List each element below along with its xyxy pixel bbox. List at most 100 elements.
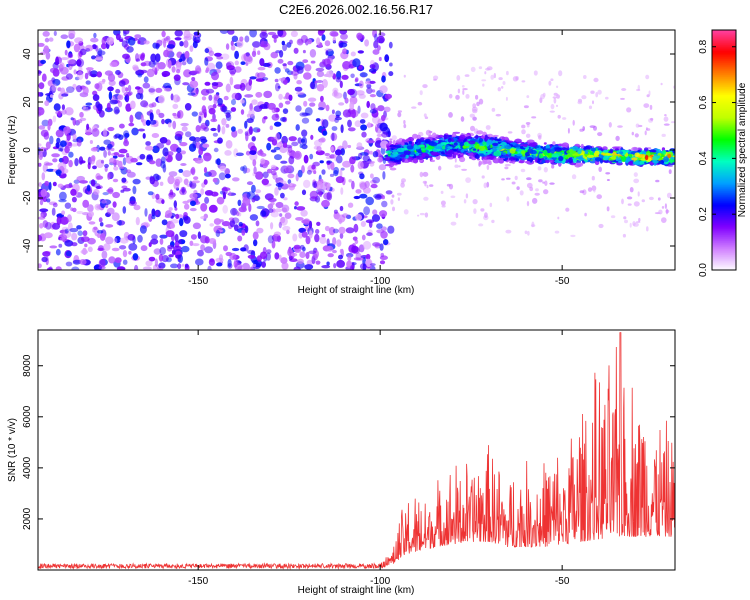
- spectrogram-cell: [340, 124, 344, 134]
- spectrogram-cell: [289, 182, 293, 187]
- colorbar: 0.00.20.40.60.8 Normalized spectral ampl…: [698, 29, 748, 277]
- spectrogram-cell: [180, 122, 189, 127]
- spectrogram-cell: [540, 93, 545, 100]
- spectrogram-cell: [203, 167, 208, 174]
- spectrogram-cell: [155, 87, 163, 93]
- colorbar-step: [712, 210, 736, 213]
- spectrogram-cell: [161, 199, 165, 205]
- spectrogram-cell: [456, 75, 461, 81]
- spectrogram-cell: [293, 47, 299, 54]
- spectrogram-cell: [316, 80, 323, 83]
- spectrogram-cell: [182, 82, 190, 86]
- colorbar-step: [712, 222, 736, 225]
- colorbar-label: Normalized spectral amplitude: [737, 82, 748, 217]
- colorbar-step: [712, 80, 736, 83]
- spectrogram-cell: [266, 249, 272, 254]
- spectrogram-cell: [73, 43, 80, 53]
- spectrogram-cell: [403, 150, 411, 156]
- spectrogram-cell: [168, 254, 174, 258]
- spectrogram-cell: [39, 223, 44, 229]
- spectrogram-cell: [203, 152, 212, 162]
- spectrogram-cell: [313, 170, 317, 175]
- spectrogram-cell: [401, 157, 405, 163]
- spectrogram-cell: [345, 214, 352, 219]
- spectrogram-cell: [472, 199, 478, 205]
- spectrogram-cell: [165, 230, 175, 238]
- spectrogram-cell: [237, 212, 242, 217]
- spectrogram-cell: [255, 220, 260, 227]
- spectrogram-cell: [84, 243, 88, 248]
- colorbar-step: [712, 194, 736, 197]
- spectrogram-cell: [68, 159, 73, 168]
- colorbar-step: [712, 262, 736, 265]
- spectrogram-cell: [178, 168, 184, 173]
- spectrogram-cell: [101, 78, 106, 83]
- spectrogram-cell: [492, 134, 499, 137]
- spectrogram-cell: [481, 79, 487, 82]
- spectrogram-cell: [295, 217, 304, 221]
- spectrogram-cell: [51, 77, 56, 83]
- spectrogram-cell: [271, 113, 280, 121]
- spectrogram-cell: [200, 216, 207, 220]
- spectrogram-cell: [465, 94, 470, 99]
- spectrogram-cell: [113, 166, 119, 171]
- spectrogram-cell: [321, 199, 330, 208]
- spectrogram-cell: [287, 179, 292, 185]
- spectrogram-cell: [240, 109, 245, 115]
- spectrogram-cell: [314, 233, 320, 243]
- spectrogram-cell: [85, 80, 91, 85]
- spectrogram-cell: [565, 207, 570, 212]
- spectrogram-cell: [40, 59, 46, 64]
- spectrogram-cell: [506, 177, 511, 180]
- colorbar-step: [712, 106, 736, 109]
- spectrogram-cell: [194, 137, 201, 142]
- spectrogram-cell: [577, 100, 583, 105]
- spectrogram-cell: [61, 93, 69, 97]
- spectrogram-cell: [483, 182, 488, 189]
- spectrogram-cell: [295, 173, 299, 182]
- spectrogram-cell: [378, 32, 386, 37]
- spectrogram-cell: [256, 255, 262, 262]
- spectrogram-cell: [448, 112, 453, 118]
- spectrogram-cell: [631, 157, 638, 161]
- spectrogram-cell: [91, 128, 100, 137]
- spectrogram-cell: [422, 84, 428, 89]
- spectrogram-cell: [492, 147, 497, 152]
- spectrogram-cell: [336, 155, 343, 164]
- spectrogram-cell: [549, 182, 555, 185]
- spectrogram-cell: [587, 187, 593, 192]
- spectrogram-cell: [115, 88, 121, 94]
- spectrogram-cell: [549, 110, 555, 113]
- spectrogram-cell: [342, 109, 351, 118]
- spectrogram-cell: [592, 100, 594, 105]
- spectrogram-cell: [126, 152, 130, 158]
- spectrogram-cell: [43, 45, 50, 54]
- spectrogram-cell: [148, 242, 152, 248]
- spectrogram-cell: [189, 45, 194, 52]
- spectrogram-cell: [155, 175, 162, 181]
- spectrogram-cell: [391, 135, 397, 141]
- spectrogram-cell: [556, 104, 558, 107]
- spectrogram-cell: [585, 145, 592, 150]
- spectrogram-cell: [77, 119, 83, 124]
- spectrogram-cell: [380, 252, 385, 258]
- spectrogram-cell: [219, 165, 227, 172]
- spectrogram-cell: [222, 204, 228, 214]
- spectrogram-cell: [349, 109, 359, 118]
- colorbar-step: [712, 92, 736, 95]
- spectrogram-cell: [519, 190, 524, 196]
- spectrogram-cell: [237, 199, 242, 206]
- spectrogram-cell: [208, 50, 215, 57]
- spectrogram-cell: [458, 165, 461, 168]
- spectrogram-cell: [52, 202, 58, 208]
- spectrogram-cell: [168, 171, 178, 177]
- spectrogram-cell: [537, 166, 542, 171]
- spectrogram-cell: [369, 80, 376, 84]
- spectrogram-cell: [352, 58, 361, 68]
- spectrogram-cell: [189, 80, 199, 88]
- y-tick-label: 6000: [22, 405, 33, 428]
- spectrogram-cell: [55, 110, 63, 115]
- spectrogram-cell: [478, 160, 483, 166]
- spectrogram-cell: [244, 267, 252, 270]
- spectrogram-cell: [350, 51, 356, 57]
